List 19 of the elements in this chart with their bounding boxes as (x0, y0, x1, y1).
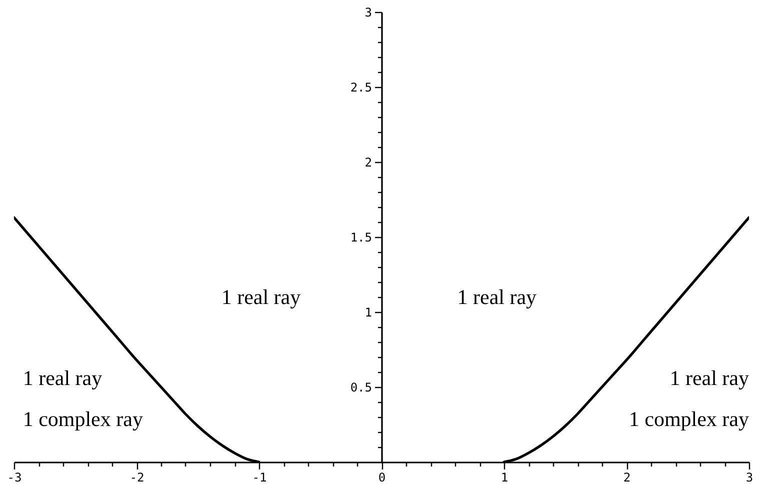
y-tick-label: 2.5 (350, 80, 372, 94)
y-tick-label: 2 (364, 156, 372, 170)
y-tick-label: 3 (364, 6, 372, 20)
annotation: 1 real ray (670, 366, 750, 390)
y-tick-label: 1 (364, 306, 372, 320)
x-tick-label: -3 (7, 470, 22, 484)
x-tick-label: -2 (130, 470, 144, 484)
x-tick-label: 0 (378, 470, 386, 484)
x-tick-label: -1 (252, 470, 267, 484)
x-tick-label: 3 (746, 470, 754, 484)
annotation: 1 complex ray (628, 407, 750, 432)
annotation: 1 real ray (221, 285, 302, 310)
annotation: 1 complex ray (22, 407, 144, 432)
annotation: 1 real ray (457, 285, 538, 310)
y-tick-label: 0.5 (350, 380, 372, 394)
annotation: 1 real ray (22, 366, 103, 390)
x-tick-label: 2 (623, 470, 631, 484)
y-tick-label: 1.5 (350, 230, 372, 244)
x-tick-label: 1 (500, 470, 508, 484)
